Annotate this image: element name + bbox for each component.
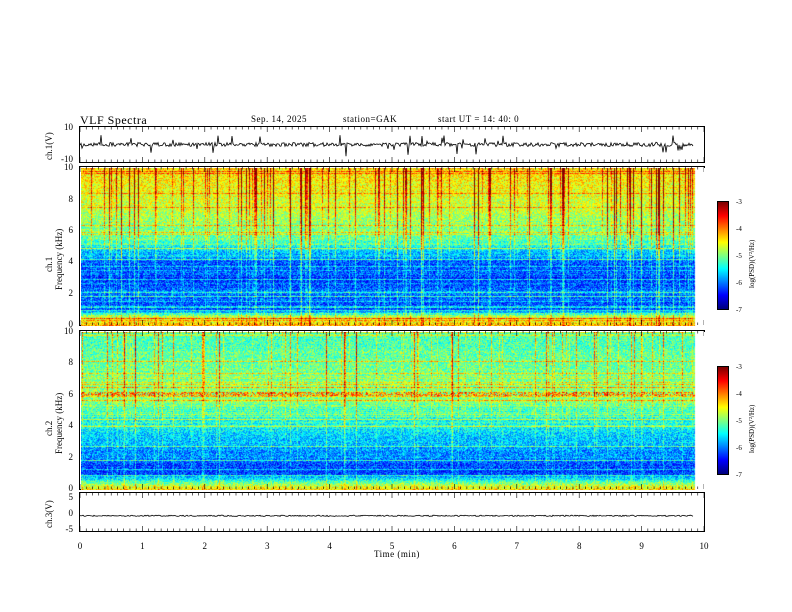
- ch1-ytick-top: 10: [64, 122, 73, 132]
- ch2-cbar-tick-6: -6: [736, 444, 742, 452]
- ch3-ylabel: ch.3(V): [44, 500, 54, 528]
- x-tick-label: 1: [140, 541, 145, 551]
- x-tick-label: 8: [576, 541, 582, 551]
- ch2-spec-ytick-8: 8: [68, 357, 74, 367]
- ch1-spec-ylabel-1: ch.1: [44, 256, 54, 272]
- start-time-label: start UT = 14: 40: 0: [438, 114, 520, 124]
- ch2-cbar-tick-3: -3: [736, 363, 742, 371]
- ch3-waveform-line: [80, 514, 694, 517]
- ch2-colorbar: [717, 366, 729, 475]
- x-axis-label: Time (min): [374, 549, 420, 559]
- x-tick-label: 5: [389, 541, 395, 551]
- x-tick-label: 4: [327, 541, 332, 551]
- ch1-spec-ylabel-2: Frequency (kHz): [54, 228, 64, 290]
- ch2-spec-ytick-4: 4: [68, 420, 74, 430]
- ch3-ytick-top: 5: [68, 492, 74, 502]
- chart-title: VLF Spectra: [80, 113, 148, 127]
- ch1-spec-ytick-0: 0: [68, 319, 74, 329]
- x-tick-label: 3: [264, 541, 270, 551]
- ch2-cbar-tick-4: -4: [736, 390, 742, 398]
- ch2-spec-ylabel-2: Frequency (kHz): [54, 392, 64, 454]
- ch3-waveform-plot: [80, 493, 704, 531]
- ch1-spectrogram-image: [81, 168, 705, 326]
- x-tick-label: 7: [514, 541, 520, 551]
- x-tick-label: 10: [699, 541, 709, 551]
- ch1-ylabel: ch.1(V): [44, 132, 54, 160]
- x-tick-label: 9: [639, 541, 644, 551]
- ch1-cbar-tick-4: -4: [736, 225, 742, 233]
- ch1-spec-ytick-8: 8: [68, 194, 74, 204]
- station-label: station=GAK: [343, 114, 398, 124]
- ch1-spectrogram-ticks: [80, 167, 704, 325]
- ch3-waveform-panel: [79, 492, 705, 532]
- x-tick-label: 2: [202, 541, 208, 551]
- ch3-ytick-mid: 0: [68, 508, 74, 518]
- ch1-cbar-label: log(PSD)(V²/Hz): [748, 239, 756, 288]
- ch2-spec-ytick-6: 6: [68, 389, 74, 399]
- x-tick-label: 0: [77, 541, 83, 551]
- ch2-spectrogram-panel: [79, 330, 705, 490]
- ch2-spec-ytick-2: 2: [68, 452, 74, 462]
- ch1-spec-ytick-6: 6: [68, 225, 74, 235]
- ch1-cbar-tick-3: -3: [736, 198, 742, 206]
- ch2-spectrogram-image: [81, 332, 705, 490]
- ch3-ytick-bottom: -5: [65, 524, 74, 534]
- ch1-spec-ytick-10: 10: [64, 162, 73, 172]
- ch2-spec-ytick-10: 10: [64, 326, 73, 336]
- ch2-spectrogram-ticks: [80, 331, 704, 489]
- x-tick-label: 6: [452, 541, 457, 551]
- ch1-spectrogram-panel: [79, 166, 705, 326]
- ch1-cbar-tick-6: -6: [736, 279, 742, 287]
- ch2-cbar-label: log(PSD)(V²/Hz): [748, 404, 756, 453]
- ch1-colorbar: [717, 201, 729, 310]
- ch1-spec-ytick-2: 2: [68, 288, 74, 298]
- ch2-cbar-tick-5: -5: [736, 417, 742, 425]
- ch2-spec-ytick-0: 0: [68, 483, 74, 493]
- ch1-waveform-panel: [79, 126, 705, 163]
- ch2-spec-ylabel-1: ch.2: [44, 420, 54, 436]
- ch1-cbar-tick-5: -5: [736, 252, 742, 260]
- ch2-cbar-tick-7: -7: [736, 471, 742, 479]
- date-label: Sep. 14, 2025: [251, 114, 307, 124]
- ch1-waveform-plot: [80, 127, 704, 162]
- ch1-waveform-line: [80, 135, 694, 157]
- ch1-spec-ytick-4: 4: [68, 256, 74, 266]
- ch1-cbar-tick-7: -7: [736, 306, 742, 314]
- ch1-ytick-bottom: -10: [61, 154, 73, 164]
